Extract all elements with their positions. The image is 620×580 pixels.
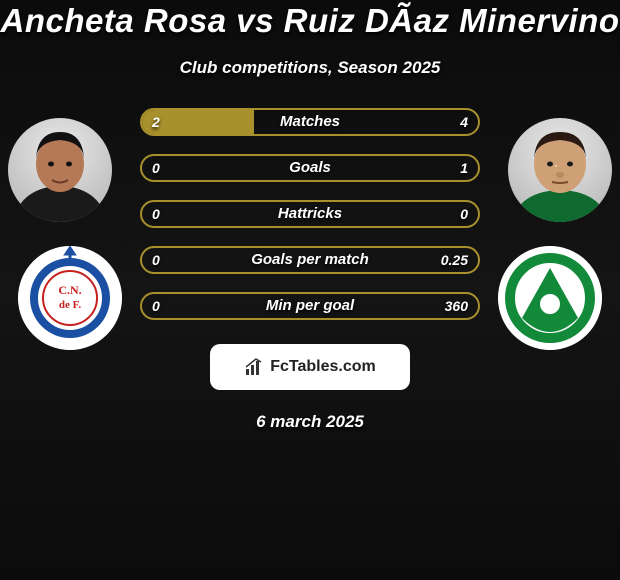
- stat-label: Goals per match: [142, 248, 478, 272]
- stat-label: Goals: [142, 156, 478, 180]
- branding-badge: FcTables.com: [210, 344, 410, 390]
- subtitle: Club competitions, Season 2025: [0, 58, 620, 78]
- date-text: 6 march 2025: [0, 412, 620, 432]
- stats-bars: 24Matches 01Goals 00Hattricks 00.25Goals pe…: [0, 108, 620, 320]
- stat-row: 00.25Goals per match: [140, 246, 480, 274]
- stat-label: Matches: [142, 110, 478, 134]
- stat-row: 00Hattricks: [140, 200, 480, 228]
- stat-label: Hattricks: [142, 202, 478, 226]
- comparison-infographic: Ancheta Rosa vs Ruiz DÃ­az Minervino Clu…: [0, 0, 620, 580]
- stat-row: 0360Min per goal: [140, 292, 480, 320]
- branding-text: FcTables.com: [270, 358, 376, 376]
- chart-icon: [244, 357, 264, 377]
- page-title: Ancheta Rosa vs Ruiz DÃ­az Minervino: [0, 0, 620, 40]
- stat-row: 24Matches: [140, 108, 480, 136]
- stat-label: Min per goal: [142, 294, 478, 318]
- stat-row: 01Goals: [140, 154, 480, 182]
